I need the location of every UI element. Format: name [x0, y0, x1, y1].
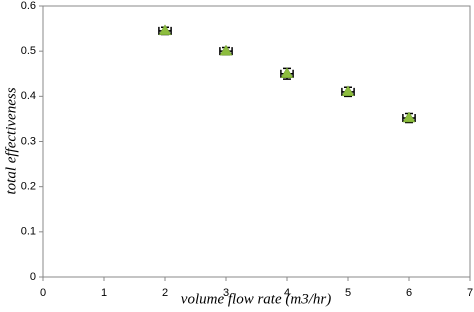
x-tick-label: 4	[284, 287, 290, 299]
x-tick-label: 1	[101, 287, 107, 299]
x-tick-label: 0	[40, 287, 46, 299]
x-tick-label: 2	[162, 287, 168, 299]
y-tick-label: 0	[30, 271, 36, 283]
x-tick-label: 5	[345, 287, 351, 299]
y-tick-label: 0.6	[21, 0, 36, 12]
point	[280, 67, 294, 78]
point	[402, 111, 416, 123]
y-tick-label: 0.4	[21, 90, 36, 102]
x-tick-label: 3	[223, 287, 229, 299]
y-tick-label: 0.5	[21, 45, 36, 57]
point	[219, 44, 233, 56]
point	[158, 24, 172, 36]
x-tick-label: 6	[406, 287, 412, 299]
point	[341, 85, 355, 97]
x-tick-label: 7	[467, 287, 473, 299]
y-tick-label: 0.1	[21, 226, 36, 238]
y-tick-label: 0.2	[21, 181, 36, 193]
plot-frame	[42, 5, 471, 278]
y-axis-title: total effectiveness	[3, 87, 19, 194]
y-tick-label: 0.3	[21, 135, 36, 147]
x-axis-title: volume flow rate (m3/hr)	[181, 291, 331, 307]
